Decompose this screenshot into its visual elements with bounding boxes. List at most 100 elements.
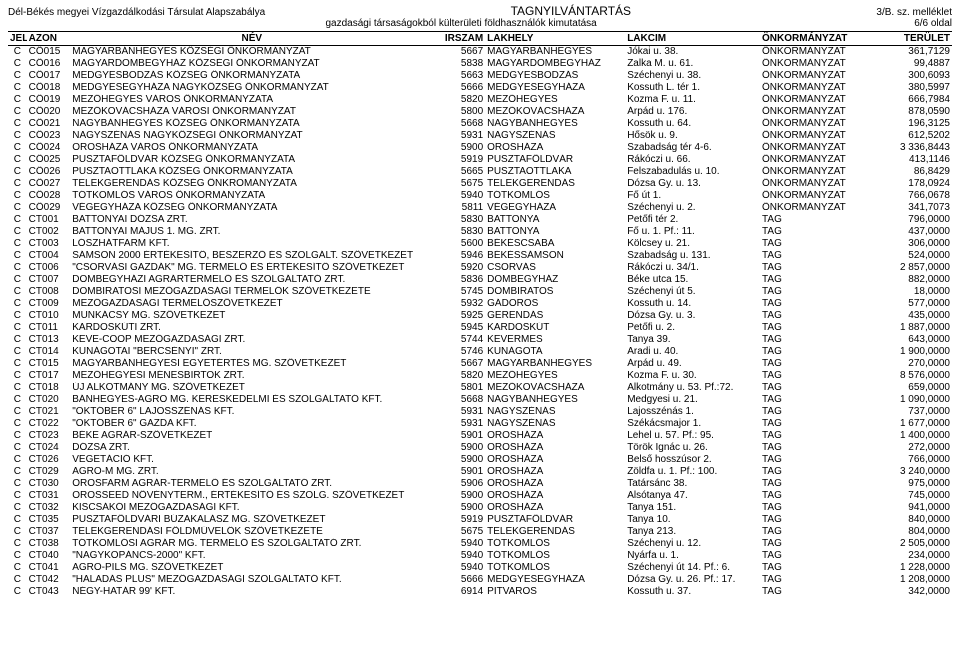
- cell: Dózsa Gy. u. 26. Pf.: 17.: [625, 574, 760, 586]
- cell: Tanya 151.: [625, 502, 760, 514]
- table-row: CCÖ021NAGYBÁNHEGYES KÖZSÉG ÖNKORMÁNYZATA…: [8, 118, 952, 130]
- cell: Hősök u. 9.: [625, 130, 760, 142]
- cell: KARDOSKÚTI ZRT.: [70, 322, 433, 334]
- cell: 643,0000: [869, 334, 952, 346]
- cell: DOMBIRATOSI MEZŐGAZDASÁGI TERMELŐK SZÖVE…: [70, 286, 433, 298]
- cell: 99,4887: [869, 58, 952, 70]
- table-row: CCT003LÓSZHÁTFARM KFT.5600BÉKÉSCSABAKölc…: [8, 238, 952, 250]
- cell: BÉKÉSSÁMSON: [485, 250, 625, 262]
- cell: Belső hosszúsor 2.: [625, 454, 760, 466]
- cell: NAGYBÁNHEGYES: [485, 118, 625, 130]
- table-row: CCÖ020MEZŐKOVÁCSHÁZA VÁROSI ÖNKORMÁNYZAT…: [8, 106, 952, 118]
- cell: OROSHÁZA: [485, 478, 625, 490]
- cell: MEDGYESBODZÁS KÖZSÉG ÖNKORMÁNYZATA: [70, 70, 433, 82]
- cell: C: [8, 154, 27, 166]
- cell: TAG: [760, 454, 869, 466]
- cell: MEZŐKOVÁCSHÁZA: [485, 382, 625, 394]
- cell: TAG: [760, 490, 869, 502]
- table-row: CCÖ024OROSHÁZA VÁROS ÖNKORMÁNYZATA5900OR…: [8, 142, 952, 154]
- cell: 5931: [433, 130, 485, 142]
- cell: TAG: [760, 286, 869, 298]
- cell: 5946: [433, 250, 485, 262]
- cell: MEZŐHEGYES VÁROS ÖNKORMÁNYZATA: [70, 94, 433, 106]
- cell: C: [8, 382, 27, 394]
- cell: 18,0000: [869, 286, 952, 298]
- cell: TAG: [760, 526, 869, 538]
- table-row: CCT013KEVE-COOP MEZŐGAZDASÁGI ZRT.5744KE…: [8, 334, 952, 346]
- cell: CT015: [27, 358, 71, 370]
- cell: CT002: [27, 226, 71, 238]
- cell: Tanya 10.: [625, 514, 760, 526]
- cell: OROSHÁZA: [485, 490, 625, 502]
- table-row: CCT004SÁMSON 2000 ÉRTÉKESÍTŐ, BESZERZŐ É…: [8, 250, 952, 262]
- cell: Tanya 213.: [625, 526, 760, 538]
- cell: 5663: [433, 70, 485, 82]
- cell: Szabadság tér 4-6.: [625, 142, 760, 154]
- cell: BÉKE AGRÁR-SZÖVETKEZET: [70, 430, 433, 442]
- cell: "CSORVÁSI GAZDÁK" MG. TERMELŐ ÉS ÉRTÉKES…: [70, 262, 433, 274]
- cell: LÓSZHÁTFARM KFT.: [70, 238, 433, 250]
- cell: 3 240,0000: [869, 466, 952, 478]
- col-nev: NÉV: [70, 32, 433, 46]
- cell: 804,0000: [869, 526, 952, 538]
- cell: 272,0000: [869, 442, 952, 454]
- cell: NÉGY-HATÁR 99' KFT.: [70, 586, 433, 598]
- cell: MAGYARDOMBEGYHÁZ KÖZSÉGI ÖNKORMÁNYZAT: [70, 58, 433, 70]
- cell: NAGYSZÉNÁS: [485, 406, 625, 418]
- table-row: CCT023BÉKE AGRÁR-SZÖVETKEZET5901OROSHÁZA…: [8, 430, 952, 442]
- cell: 413,1146: [869, 154, 952, 166]
- cell: C: [8, 130, 27, 142]
- cell: C: [8, 502, 27, 514]
- cell: KISCSÁKÓI MEZŐGAZDASÁGI KFT.: [70, 502, 433, 514]
- cell: ÖNKORMÁNYZAT: [760, 58, 869, 70]
- cell: 3 336,8443: [869, 142, 952, 154]
- cell: Rákóczi u. 34/1.: [625, 262, 760, 274]
- cell: TÓTKOMLÓS: [485, 190, 625, 202]
- cell: 5925: [433, 310, 485, 322]
- cell: 5665: [433, 166, 485, 178]
- table-row: CCT015MAGYARBÁNHEGYESI EGYETÉRTÉS MG. SZ…: [8, 358, 952, 370]
- cell: C: [8, 538, 27, 550]
- cell: CT003: [27, 238, 71, 250]
- cell: C: [8, 490, 27, 502]
- table-row: CCT022"OKTÓBER 6" GAZDA KFT.5931NAGYSZÉN…: [8, 418, 952, 430]
- cell: MEZŐHEGYES: [485, 94, 625, 106]
- cell: PUSZTAOTTLAKA KÖZSÉG ÖNKORMÁNYZATA: [70, 166, 433, 178]
- cell: CT013: [27, 334, 71, 346]
- cell: 5666: [433, 574, 485, 586]
- cell: MEZŐKOVÁCSHÁZA VÁROSI ÖNKORMÁNYZAT: [70, 106, 433, 118]
- cell: CÖ024: [27, 142, 71, 154]
- col-lakcim: LAKCIM: [625, 32, 760, 46]
- header-subtitle: gazdasági társaságokból külterületi föld…: [325, 18, 596, 29]
- cell: C: [8, 82, 27, 94]
- cell: TAG: [760, 478, 869, 490]
- table-row: CCT032KISCSÁKÓI MEZŐGAZDASÁGI KFT.5900OR…: [8, 502, 952, 514]
- cell: TAG: [760, 250, 869, 262]
- cell: ÖNKORMÁNYZAT: [760, 154, 869, 166]
- cell: 5945: [433, 322, 485, 334]
- cell: 270,0000: [869, 358, 952, 370]
- cell: MAGYARBÁNHEGYES: [485, 46, 625, 59]
- cell: 5900: [433, 454, 485, 466]
- cell: Kozma F. u. 11.: [625, 94, 760, 106]
- table-row: CCÖ026PUSZTAOTTLAKA KÖZSÉG ÖNKORMÁNYZATA…: [8, 166, 952, 178]
- table-row: CCT018ÚJ ALKOTMÁNY MG. SZÖVETKEZET5801ME…: [8, 382, 952, 394]
- cell: TAG: [760, 238, 869, 250]
- cell: C: [8, 166, 27, 178]
- cell: CSORVÁS: [485, 262, 625, 274]
- table-row: CCT030OROSFARM AGRÁR-TERMELŐ ÉS SZOLGÁLT…: [8, 478, 952, 490]
- table-row: CCT040"NAGYKOPÁNCS-2000" KFT.5940TÓTKOML…: [8, 550, 952, 562]
- cell: CÖ027: [27, 178, 71, 190]
- cell: ÖNKORMÁNYZAT: [760, 70, 869, 82]
- cell: C: [8, 310, 27, 322]
- cell: TAG: [760, 214, 869, 226]
- cell: TÓTKOMLÓS: [485, 550, 625, 562]
- cell: C: [8, 214, 27, 226]
- cell: 5675: [433, 178, 485, 190]
- cell: C: [8, 406, 27, 418]
- table-row: CCÖ018MEDGYESEGYHÁZA NAGYKÖZSÉG ÖNKORMÁN…: [8, 82, 952, 94]
- cell: Széchenyi u. 2.: [625, 202, 760, 214]
- cell: C: [8, 106, 27, 118]
- cell: 659,0000: [869, 382, 952, 394]
- cell: C: [8, 274, 27, 286]
